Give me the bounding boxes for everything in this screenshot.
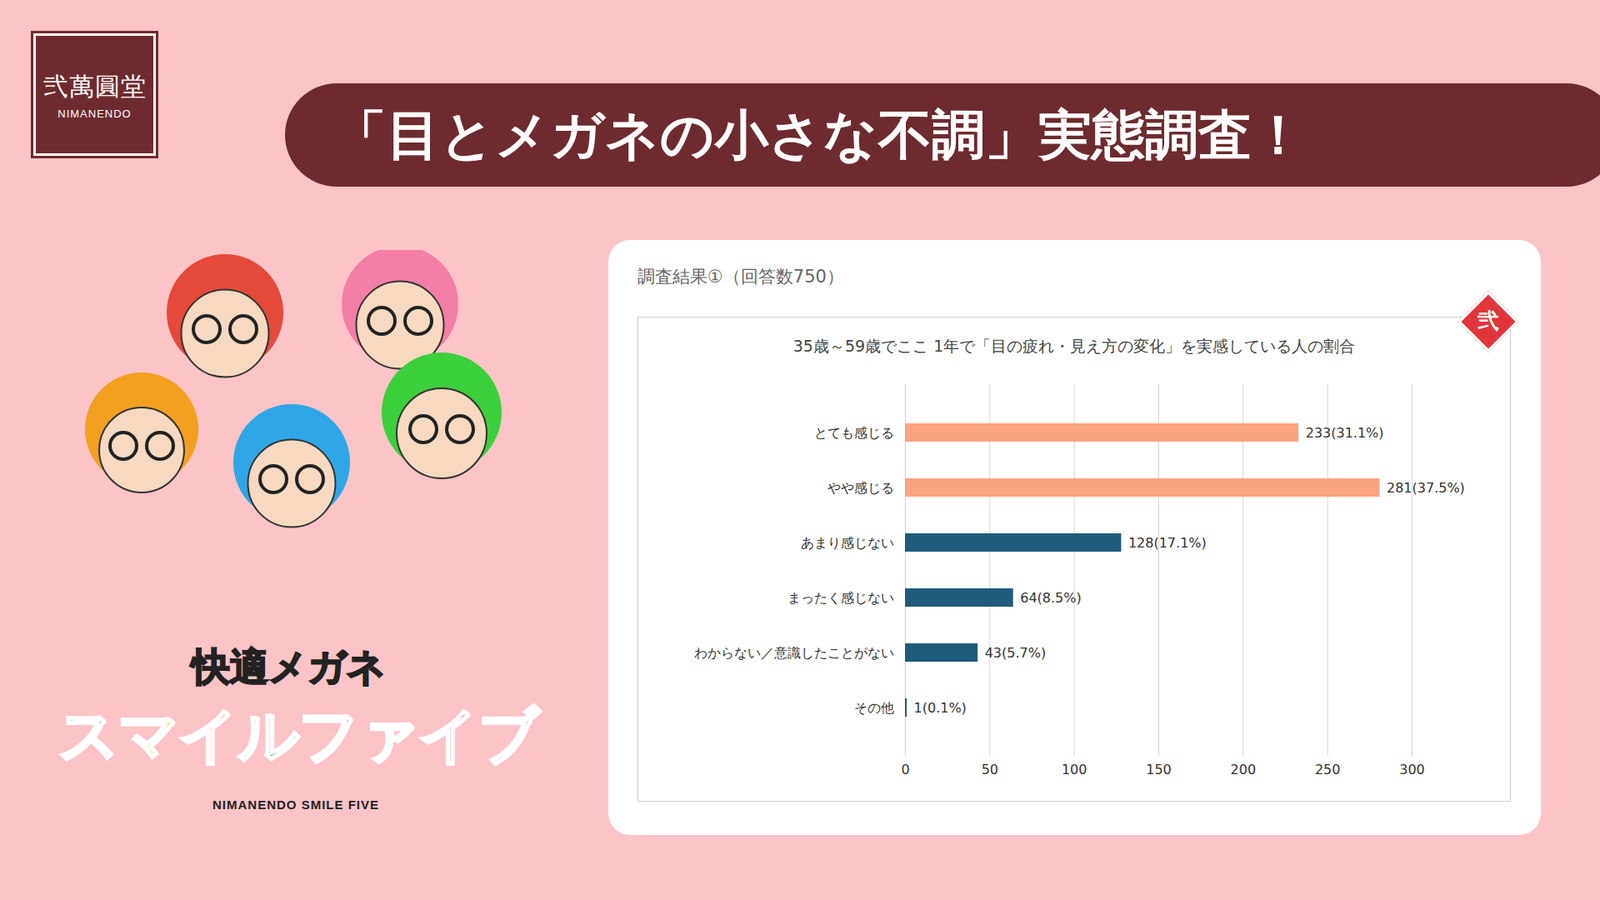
html-text:35歳～59歳でここ 1年で「目の疲れ・見え方の変化」を実感: 35歳～59歳でここ 1年で「目の疲れ・見え方の変化」を実感している人の割合 — [793, 336, 1356, 355]
html-text:快適メガネ: 快適メガネ — [191, 644, 386, 690]
svg-text:233(31.1%): 233(31.1%) — [1305, 425, 1385, 441]
html-text:スマイルファイブ: スマイルファイブ — [58, 700, 539, 770]
html-text:調査結果①（回答数750）: 調査結果①（回答数750） — [637, 266, 845, 287]
svg-text:281(37.5%): 281(37.5%) — [1386, 480, 1465, 496]
svg-text:128(17.1%): 128(17.1%) — [1128, 535, 1207, 551]
svg-text:150: 150 — [1145, 761, 1172, 778]
svg-text:1(0.1%): 1(0.1%) — [914, 700, 967, 716]
svg-text:その他: その他 — [854, 700, 895, 716]
html-text:NIMANENDO SMILE FIVE: NIMANENDO SMILE FIVE — [212, 797, 380, 812]
svg-text:43(5.7%): 43(5.7%) — [985, 645, 1047, 661]
html-text:弐萬圓堂: 弐萬圓堂 — [42, 71, 147, 101]
svg-text:わからない／意識したことがない: わからない／意識したことがない — [694, 645, 895, 661]
svg-text:100: 100 — [1061, 761, 1088, 778]
svg-text:やや感じる: やや感じる — [827, 480, 895, 496]
svg-text:64(8.5%): 64(8.5%) — [1020, 590, 1082, 606]
svg-text:まったく感じない: まったく感じない — [787, 590, 895, 606]
svg-text:300: 300 — [1399, 761, 1425, 778]
svg-text:250: 250 — [1315, 761, 1341, 778]
html-text:NIMANENDO: NIMANENDO — [57, 107, 132, 120]
svg-text:あまり感じない: あまり感じない — [800, 535, 895, 551]
svg-text:200: 200 — [1230, 761, 1257, 778]
svg-text:0: 0 — [900, 761, 910, 778]
svg-text:とても感じる: とても感じる — [814, 425, 895, 441]
svg-text:50: 50 — [981, 761, 999, 778]
html-text:「目とメガネの小さな不調」実態調査！: 「目とメガネの小さな不調」実態調査！ — [333, 104, 1305, 166]
html-text:弐: 弐 — [1477, 308, 1500, 334]
